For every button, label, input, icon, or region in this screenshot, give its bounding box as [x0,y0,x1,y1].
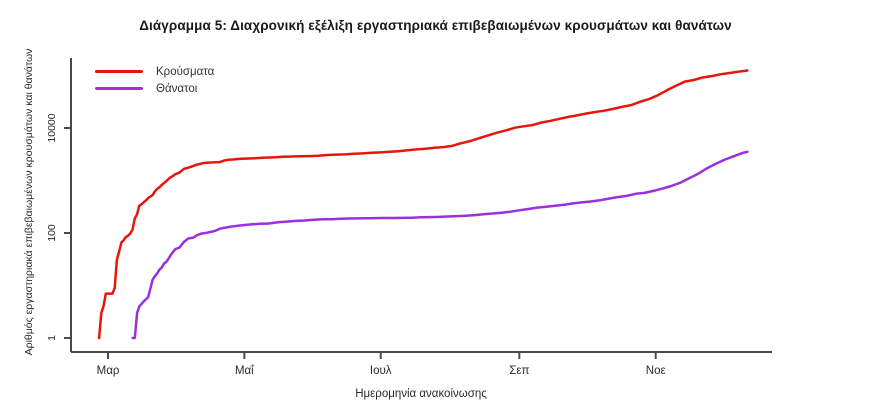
y-tick-label: 1 [46,335,58,341]
y-axis-title: Αριθμός εργαστηριακά επιβεβαιωμένων κρου… [23,48,35,356]
legend-item-deaths: Θάνατοι [95,80,214,97]
chart-title: Διάγραμμα 5: Διαχρονική εξέλιξη εργαστηρ… [139,18,732,33]
y-tick-label: 100 [46,224,58,242]
series-line-deaths [131,150,749,340]
x-tick-label: Μαΐ [235,365,255,377]
x-tick-label: Μαρ [97,365,120,377]
cases-line-swatch [95,70,143,73]
y-tick-label: 10000 [46,113,58,142]
legend-item-cases: Κρούσματα [95,63,214,80]
legend: Κρούσματα Θάνατοι [95,63,214,97]
x-tick-label: Ιουλ [370,365,392,377]
x-tick-label: Σεπ [509,365,529,377]
x-axis-title: Ημερομηνία ανακοίνωσης [355,388,487,400]
deaths-line-swatch [95,87,143,90]
legend-label-cases: Κρούσματα [156,65,215,78]
legend-label-deaths: Θάνατοι [156,82,198,95]
series-line-cases [97,69,749,340]
x-tick-label: Νοε [646,365,666,377]
